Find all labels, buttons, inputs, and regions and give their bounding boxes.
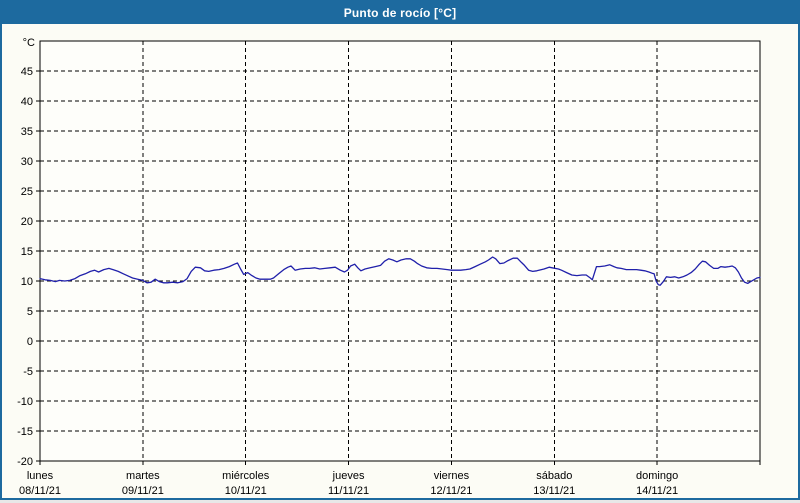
x-day-date-label: 10/11/21 xyxy=(225,485,267,497)
y-tick-label: -10 xyxy=(17,396,33,408)
y-tick-label: -20 xyxy=(17,456,33,468)
x-day-name-label: miércoles xyxy=(222,470,270,482)
chart-area: °C 45 40 35 30 25 20 15 10 5 0 -5 -10 -15 -20 lunes 08/1… xyxy=(2,24,798,498)
y-tick-label: 20 xyxy=(21,216,33,228)
axes xyxy=(36,40,761,465)
y-tick-label: 0 xyxy=(27,336,33,348)
dew-point-line-chart: °C 45 40 35 30 25 20 15 10 5 0 -5 -10 -15 -20 lunes 08/1… xyxy=(2,24,798,498)
dew-point-series-line xyxy=(39,256,761,286)
x-day-name-label: domingo xyxy=(636,470,678,482)
x-day-name-label: lunes xyxy=(27,470,54,482)
x-day-name-label: jueves xyxy=(332,470,365,482)
x-day-date-label: 12/11/21 xyxy=(430,485,472,497)
y-tick-label: 35 xyxy=(21,126,33,138)
title-bar: Punto de rocío [°C] xyxy=(2,2,798,24)
y-tick-label: 30 xyxy=(21,156,33,168)
x-day-name-label: sábado xyxy=(536,470,572,482)
y-tick-label: -5 xyxy=(23,366,33,378)
y-tick-label: 5 xyxy=(27,306,33,318)
y-tick-label: 10 xyxy=(21,276,33,288)
x-day-name-label: martes xyxy=(126,470,160,482)
axis-labels: °C 45 40 35 30 25 20 15 10 5 0 -5 -10 -15 -20 lunes 08/1… xyxy=(17,37,678,497)
y-tick-label: -15 xyxy=(17,426,33,438)
y-tick-label: 45 xyxy=(21,66,33,78)
x-day-date-label: 08/11/21 xyxy=(19,485,61,497)
x-day-date-label: 11/11/21 xyxy=(328,485,369,497)
y-tick-label: 15 xyxy=(21,246,33,258)
chart-title: Punto de rocío [°C] xyxy=(343,6,457,20)
x-day-date-label: 14/11/21 xyxy=(636,485,678,497)
x-day-date-label: 09/11/21 xyxy=(122,485,164,497)
y-tick-label: 25 xyxy=(21,186,33,198)
x-day-name-label: viernes xyxy=(434,470,470,482)
x-day-date-label: 13/11/21 xyxy=(533,485,575,497)
y-tick-label: 40 xyxy=(21,96,33,108)
gridlines xyxy=(40,41,760,461)
y-axis-unit-label: °C xyxy=(23,37,35,49)
